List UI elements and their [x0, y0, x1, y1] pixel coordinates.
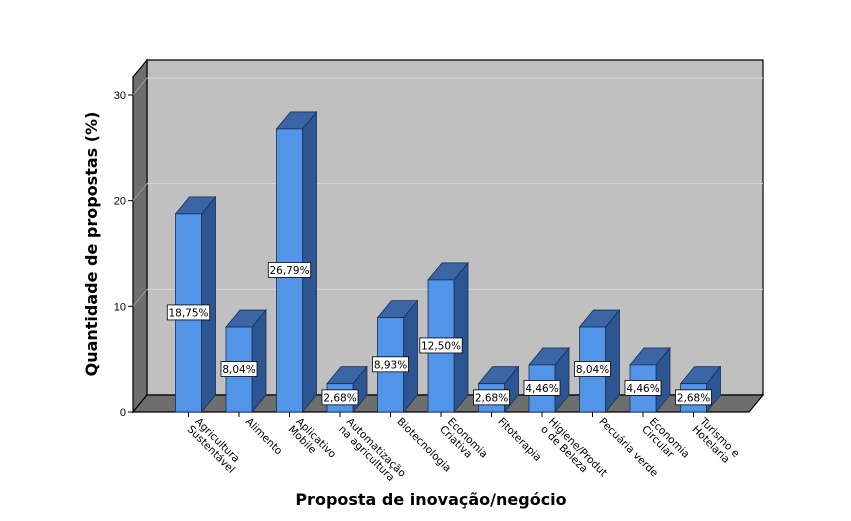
- x-category-label: Alimento: [243, 416, 285, 458]
- data-label: 12,50%: [421, 340, 461, 352]
- bar: 2,68%: [473, 365, 520, 414]
- bar-side: [403, 299, 418, 414]
- data-label: 18,75%: [168, 307, 208, 319]
- y-tick-label: 30: [114, 90, 126, 102]
- data-label-box: [321, 389, 359, 406]
- gridline-side: [132, 289, 148, 307]
- bar-side: [251, 308, 267, 414]
- x-category-label: Turismo eHotelaria: [689, 415, 742, 468]
- x-category-label: AplicativoMobile: [286, 416, 339, 469]
- bar: 4,46%: [523, 346, 570, 414]
- bar: 26,79%: [267, 110, 318, 414]
- bar-side: [453, 261, 469, 414]
- data-label-box: [675, 389, 712, 406]
- bar: 8,93%: [372, 299, 419, 414]
- data-label-box: [166, 304, 211, 321]
- y-axis-title: Quantidade de propostas (%): [82, 112, 101, 377]
- data-label-box: [624, 380, 662, 396]
- bar-side: [302, 110, 317, 414]
- data-label: 8,04%: [576, 364, 609, 376]
- bars: 18,75% 8,04% 26,79% 2,68% 8,93% 12,50% 2,68% 4,…: [166, 110, 722, 414]
- data-label-box: [574, 361, 611, 377]
- bar: 12,50%: [419, 261, 469, 414]
- bar: 8,04%: [574, 308, 621, 414]
- y-tick-label: 0: [120, 407, 126, 419]
- x-category-line: Fitoterapia: [495, 416, 543, 464]
- data-label: 2,68%: [475, 392, 508, 404]
- bar: 18,75%: [166, 195, 217, 414]
- y-tick-label: 10: [114, 301, 126, 313]
- data-label-box: [419, 337, 463, 354]
- bar-side: [605, 308, 620, 414]
- data-label-box: [220, 361, 258, 377]
- data-label: 4,46%: [525, 383, 558, 395]
- x-category-label: Fitoterapia: [495, 416, 543, 464]
- x-axis-categories: AgriculturaSustentável Alimento Aplicativo…: [185, 412, 742, 484]
- gridline-side: [132, 183, 148, 201]
- bar: 8,04%: [220, 308, 267, 414]
- data-label: 2,68%: [323, 392, 356, 404]
- bar: 2,68%: [321, 365, 368, 414]
- side-wall: [132, 58, 148, 414]
- data-label-box: [523, 380, 561, 396]
- data-label: 26,79%: [269, 265, 309, 277]
- data-label: 2,68%: [677, 392, 710, 404]
- data-label: 8,04%: [222, 364, 255, 376]
- gridline-side: [132, 77, 148, 96]
- y-tick-label: 20: [114, 196, 126, 208]
- data-label: 8,93%: [374, 359, 407, 371]
- data-label-box: [267, 262, 312, 278]
- data-label: 4,46%: [626, 383, 659, 395]
- y-axis: 0 10 20 30: [114, 90, 133, 419]
- x-category-label: AgriculturaSustentável: [185, 416, 245, 476]
- data-label-box: [372, 356, 409, 373]
- bar-side: [201, 195, 216, 414]
- data-label-box: [473, 389, 510, 406]
- x-axis-title: Proposta de inovação/negócio: [295, 490, 566, 509]
- x-category-line: Alimento: [243, 416, 285, 458]
